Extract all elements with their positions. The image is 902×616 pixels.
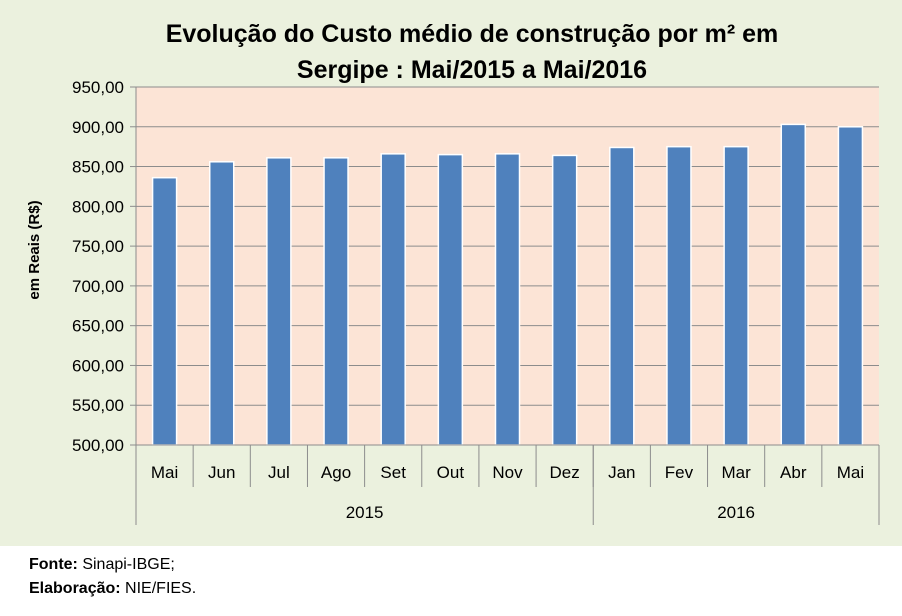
footer: Fonte: Sinapi-IBGE; Elaboração: NIE/FIES… <box>29 553 196 601</box>
y-tick-label: 950,00 <box>72 78 124 97</box>
bar-chart: Evolução do Custo médio de construção po… <box>26 20 880 525</box>
bar <box>437 153 464 446</box>
chart-panel: Evolução do Custo médio de construção po… <box>0 0 902 546</box>
group-label: 2016 <box>717 503 755 522</box>
x-tick-label: Abr <box>780 463 807 482</box>
bar <box>609 146 635 446</box>
bar <box>266 157 292 446</box>
x-tick-label: Set <box>380 463 406 482</box>
bar <box>551 154 578 446</box>
made-by-line: Elaboração: NIE/FIES. <box>29 577 196 601</box>
bar <box>151 176 178 446</box>
bar <box>494 153 521 446</box>
y-tick-label: 600,00 <box>72 356 124 375</box>
made-by-label: Elaboração: <box>29 580 121 597</box>
group-label: 2015 <box>346 503 384 522</box>
bar <box>380 153 406 446</box>
y-tick-label: 800,00 <box>72 197 124 216</box>
x-tick-label: Nov <box>492 463 523 482</box>
made-by-value: NIE/FIES. <box>125 580 197 597</box>
source-value: Sinapi-IBGE; <box>82 556 175 573</box>
source-label: Fonte: <box>29 556 78 573</box>
x-tick-label: Ago <box>321 463 351 482</box>
bar <box>780 123 807 446</box>
source-line: Fonte: Sinapi-IBGE; <box>29 553 196 577</box>
x-tick-label: Mar <box>721 463 751 482</box>
y-tick-label: 850,00 <box>72 158 124 177</box>
chart-title-line-2: Sergipe : Mai/2015 a Mai/2016 <box>297 56 647 84</box>
bar <box>323 157 349 446</box>
bar <box>837 126 864 446</box>
y-axis-label: em Reais (R$) <box>26 200 43 299</box>
x-tick-label: Jun <box>208 463 235 482</box>
x-tick-label: Jul <box>268 463 290 482</box>
bar <box>666 145 692 446</box>
y-tick-label: 900,00 <box>72 118 124 137</box>
y-tick-label: 700,00 <box>72 277 124 296</box>
x-tick-label: Out <box>437 463 465 482</box>
x-tick-label: Jan <box>608 463 635 482</box>
x-tick-label: Mai <box>837 463 864 482</box>
chart-title-line-1: Evolução do Custo médio de construção po… <box>166 20 779 48</box>
x-tick-label: Dez <box>550 463 580 482</box>
x-tick-label: Mai <box>151 463 178 482</box>
y-tick-label: 750,00 <box>72 237 124 256</box>
bar <box>208 161 235 446</box>
bar <box>723 145 749 446</box>
x-tick-label: Fev <box>665 463 694 482</box>
y-tick-label: 550,00 <box>72 396 124 415</box>
y-tick-label: 650,00 <box>72 317 124 336</box>
y-tick-label: 500,00 <box>72 436 124 455</box>
